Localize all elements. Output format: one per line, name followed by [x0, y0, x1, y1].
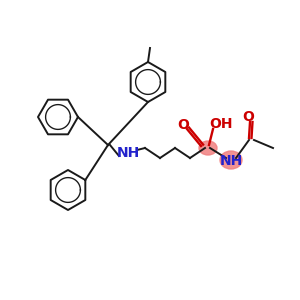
- Text: NH: NH: [219, 154, 243, 168]
- Ellipse shape: [199, 141, 217, 155]
- Text: O: O: [177, 118, 189, 132]
- Text: NH: NH: [116, 146, 140, 160]
- Text: O: O: [242, 110, 254, 124]
- Text: OH: OH: [209, 117, 233, 131]
- Ellipse shape: [220, 151, 242, 169]
